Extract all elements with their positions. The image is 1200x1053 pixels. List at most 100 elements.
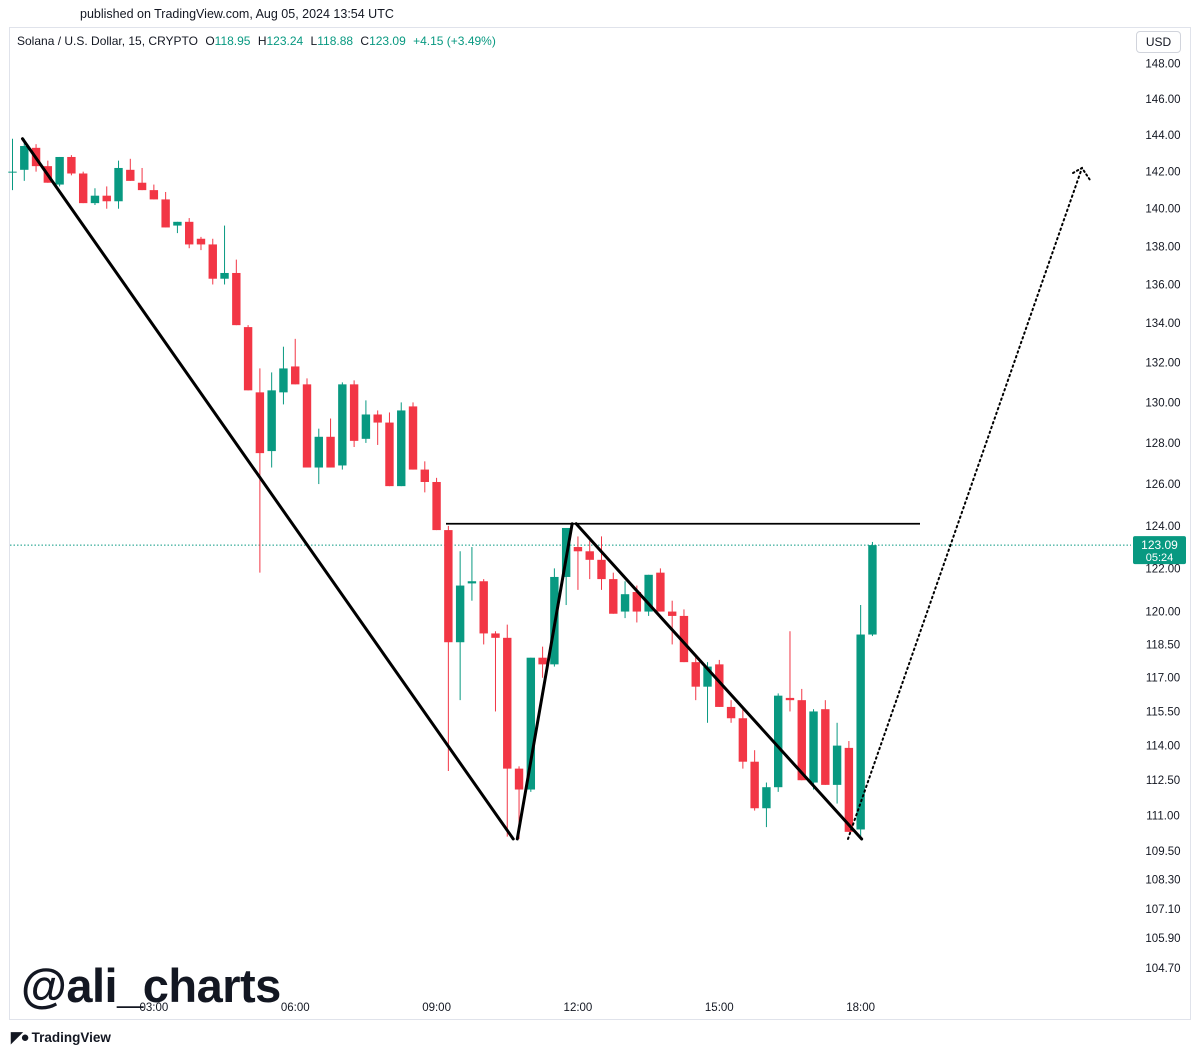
time-axis[interactable]: 03:00 06:00 09:00 12:00 15:00 18:00 xyxy=(139,1002,875,1014)
change-value: +4.15 (+3.49%) xyxy=(413,34,496,48)
candle xyxy=(691,655,700,701)
candle-body xyxy=(491,633,500,638)
candle xyxy=(844,741,854,832)
candle-body xyxy=(20,146,29,170)
candle-body xyxy=(762,787,771,809)
candle-body xyxy=(432,481,441,531)
candle xyxy=(750,750,759,811)
candle xyxy=(455,551,465,701)
candle-body xyxy=(326,436,335,468)
candle xyxy=(196,236,206,251)
price-tick-label: 111.00 xyxy=(1146,810,1179,822)
candle xyxy=(8,138,17,191)
candle xyxy=(208,238,217,285)
currency-button[interactable]: USD xyxy=(1136,31,1181,53)
candle-body xyxy=(55,156,64,185)
candle-body xyxy=(408,406,418,470)
candle-body xyxy=(715,664,724,707)
candle xyxy=(467,547,477,601)
candle xyxy=(302,378,312,468)
candle-body xyxy=(444,530,453,643)
candle-body xyxy=(785,697,795,701)
close-label: C xyxy=(360,34,370,48)
time-tick-label: 12:00 xyxy=(564,1002,593,1014)
candle xyxy=(503,624,512,837)
candle-body xyxy=(455,585,465,643)
candle xyxy=(832,722,842,804)
candle-body xyxy=(538,657,547,665)
candle xyxy=(797,688,806,781)
candle xyxy=(20,138,29,181)
candles xyxy=(8,138,877,839)
candle-body xyxy=(114,167,123,202)
candle xyxy=(597,536,606,590)
price-badge-countdown: 05:24 xyxy=(1146,552,1174,564)
candle xyxy=(267,372,276,468)
candle xyxy=(255,368,265,573)
chart-frame xyxy=(9,27,1191,1020)
candle xyxy=(609,572,618,614)
candle xyxy=(220,225,229,285)
candle-body xyxy=(667,611,677,616)
candle xyxy=(314,428,323,485)
candle xyxy=(644,574,653,616)
price-tick-label: 118.50 xyxy=(1146,639,1180,651)
candle-body xyxy=(609,579,618,614)
candle xyxy=(785,631,795,712)
candle-body xyxy=(373,414,382,423)
candle-body xyxy=(208,244,217,279)
candle xyxy=(444,525,453,771)
candle-body xyxy=(656,572,665,612)
pattern-trend-line xyxy=(515,522,574,841)
candle xyxy=(726,700,736,723)
candle-body xyxy=(267,390,276,452)
low-value: 118.88 xyxy=(317,34,354,48)
price-badge-value: 123.09 xyxy=(1141,538,1178,552)
price-tick-label: 120.00 xyxy=(1145,607,1180,619)
candle xyxy=(291,338,300,385)
candle xyxy=(774,693,783,792)
price-tick-label: 122.00 xyxy=(1145,563,1180,575)
candle-body xyxy=(8,171,17,173)
candle-body xyxy=(868,545,877,635)
price-tick-label: 115.50 xyxy=(1146,706,1180,718)
price-tick-label: 132.00 xyxy=(1145,357,1180,369)
candle xyxy=(279,346,288,405)
candle-body xyxy=(243,327,253,391)
candle xyxy=(326,418,335,468)
candle-body xyxy=(137,182,147,191)
open-value: 118.95 xyxy=(214,34,251,48)
candle xyxy=(149,184,159,200)
price-axis[interactable]: 148.00 146.00 144.00 142.00 140.00 138.00 136.… xyxy=(1145,59,1180,976)
candle-body xyxy=(420,469,429,482)
candle-body xyxy=(738,718,748,762)
price-tick-label: 146.00 xyxy=(1145,94,1180,106)
candle xyxy=(78,171,88,204)
candle xyxy=(185,218,194,249)
candle-body xyxy=(232,272,241,326)
candle-body xyxy=(397,410,406,487)
candle xyxy=(868,541,877,637)
candle-body xyxy=(173,221,182,226)
candle xyxy=(243,325,253,391)
candle-body xyxy=(361,414,371,439)
candle-body xyxy=(644,574,653,612)
candle-body xyxy=(597,559,606,580)
candle-body xyxy=(632,592,642,612)
candle-body xyxy=(196,238,206,245)
symbol-name[interactable]: Solana / U.S. Dollar, 15, CRYPTO xyxy=(17,34,198,48)
candle-body xyxy=(573,547,583,552)
candle-body xyxy=(279,368,288,393)
price-tick-label: 138.00 xyxy=(1145,241,1180,253)
price-tick-label: 130.00 xyxy=(1145,397,1180,409)
candle xyxy=(656,568,665,612)
candle-body xyxy=(703,666,712,687)
candle-body xyxy=(832,745,842,785)
candle-body xyxy=(349,384,359,441)
candle xyxy=(173,221,182,234)
tradingview-brand[interactable]: ◤● TradingView xyxy=(11,1028,111,1046)
price-tick-label: 148.00 xyxy=(1145,59,1180,71)
published-caption: published on TradingView.com, Aug 05, 20… xyxy=(80,7,394,21)
